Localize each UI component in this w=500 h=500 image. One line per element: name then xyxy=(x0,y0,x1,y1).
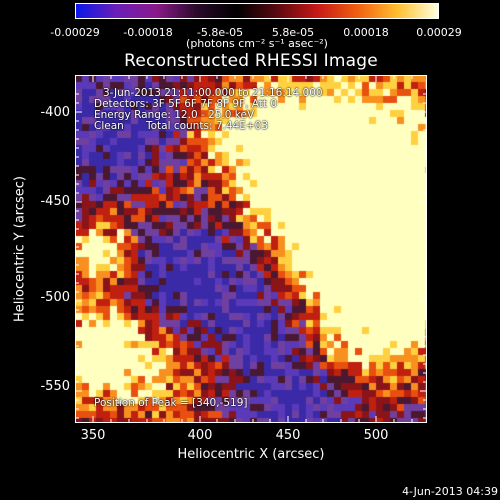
x-tick-label: 350 xyxy=(80,428,106,443)
x-tick-label: 500 xyxy=(363,428,389,443)
peak-position-text: Position of Peak = [340,-519] xyxy=(94,397,248,409)
colorbar-tick-label: 5.8e-05 xyxy=(271,26,315,39)
colorbar-tick-label: 0.00029 xyxy=(416,26,462,39)
y-tick-label: -400 xyxy=(40,105,70,120)
timestamp: 4-Jun-2013 04:39 xyxy=(402,485,498,498)
detectors-text: Detectors: 3F 5F 6F 7F 8F 9F, Att 0 xyxy=(94,98,278,110)
energy-range-text: Energy Range: 12.0 - 25.0 keV xyxy=(94,109,255,121)
colorbar-gradient xyxy=(76,4,438,18)
colorbar-units-label: (photons cm⁻² s⁻¹ asec⁻²) xyxy=(186,37,328,50)
colorbar-tick-label: 0.00018 xyxy=(343,26,389,39)
y-tick-label: -450 xyxy=(40,194,70,209)
y-axis-title: Heliocentric Y (arcsec) xyxy=(12,176,28,322)
colorbar-tick-label: -0.00029 xyxy=(50,26,100,39)
colorbar xyxy=(75,3,439,19)
x-axis-title: Heliocentric X (arcsec) xyxy=(177,447,325,462)
clean-label: Clean xyxy=(94,120,124,132)
reconstructed-image[interactable] xyxy=(75,75,427,423)
time-range-text: 3-Jun-2013 21:11:00.000 to 21:16:14.000 xyxy=(103,87,323,99)
y-tick-label: -500 xyxy=(40,290,70,305)
x-tick-label: 400 xyxy=(187,428,213,443)
plot-title: Reconstructed RHESSI Image xyxy=(124,51,378,71)
colorbar-tick-label: -5.8e-05 xyxy=(196,26,244,39)
y-tick-label: -550 xyxy=(40,379,70,394)
colorbar-tick-label: -0.00018 xyxy=(123,26,173,39)
x-tick-label: 450 xyxy=(275,428,301,443)
total-counts-text: Total counts: 7.44E+03 xyxy=(146,120,269,132)
